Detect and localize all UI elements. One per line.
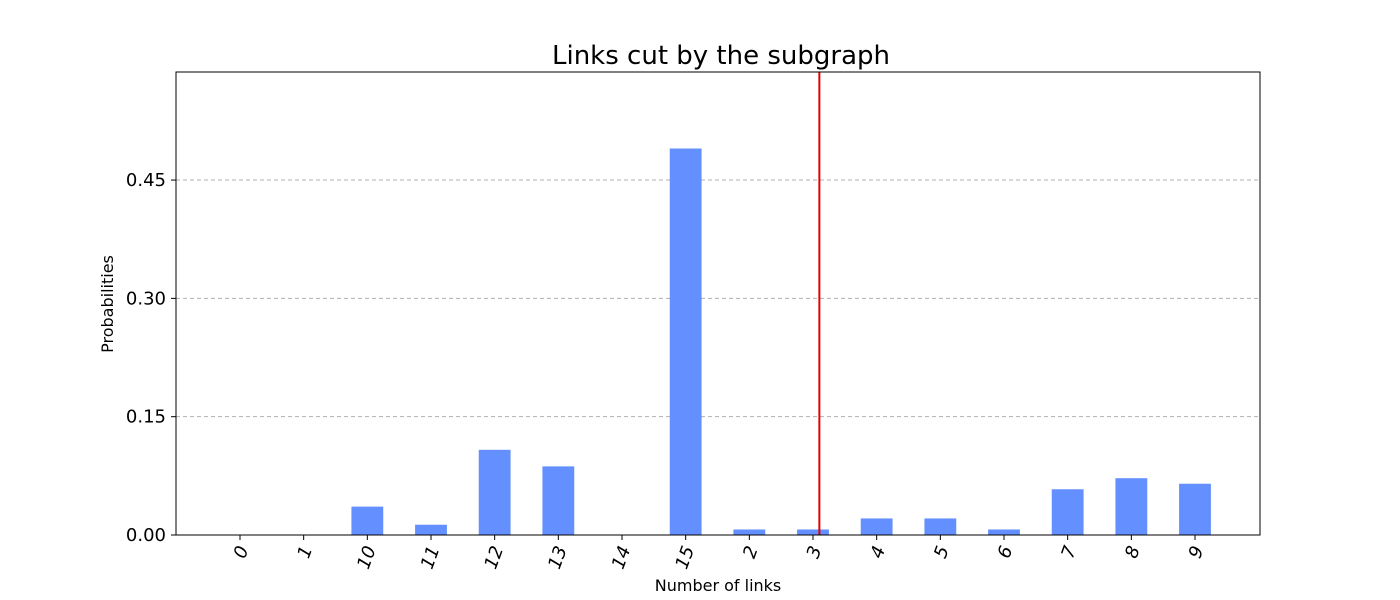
x-tick-label: 7 [1057, 543, 1081, 561]
plot-frame [175, 71, 1261, 536]
bar-10 [351, 506, 384, 535]
x-tick-label: 13 [544, 543, 572, 572]
y-axis-ticks: 0.00 0.15 0.30 0.45 [126, 170, 176, 546]
y-tick-label: 0.30 [126, 288, 166, 309]
bar-15 [669, 148, 702, 535]
x-tick-label: 3 [803, 543, 827, 561]
bar-8 [1115, 478, 1148, 535]
bar-2 [733, 529, 766, 535]
x-tick-label: 8 [1121, 543, 1145, 561]
x-tick-label: 1 [293, 543, 317, 561]
y-tick-label: 0.45 [126, 170, 166, 191]
x-tick-label: 0 [230, 543, 254, 561]
x-tick-label: 6 [994, 543, 1018, 561]
bar-5 [924, 518, 957, 535]
x-tick-label: 9 [1185, 543, 1209, 561]
y-axis-label: Probabilities [98, 255, 117, 353]
x-tick-label: 11 [417, 543, 445, 572]
x-tick-label: 14 [608, 543, 636, 572]
x-tick-label: 5 [930, 543, 954, 561]
bar-6 [988, 529, 1020, 535]
x-tick-label: 12 [480, 543, 508, 572]
bar-12 [478, 449, 511, 535]
bar-3 [797, 529, 829, 535]
x-axis-label: Number of links [655, 576, 782, 595]
bar-11 [415, 524, 447, 535]
y-tick-label: 0.00 [126, 525, 166, 546]
x-tick-label: 15 [671, 543, 699, 572]
grid-lines [176, 179, 1260, 418]
x-tick-label: 4 [866, 543, 890, 561]
bar-7 [1051, 489, 1084, 535]
y-tick-label: 0.15 [126, 407, 166, 428]
bar-9 [1179, 483, 1211, 535]
bar-13 [542, 466, 575, 535]
x-axis-ticks: 0 1 10 11 12 13 14 15 2 3 4 5 6 7 8 9 [230, 535, 1209, 572]
x-tick-label: 10 [353, 543, 381, 572]
x-tick-label: 2 [739, 543, 763, 561]
bar-4 [860, 518, 893, 535]
bars [351, 148, 1211, 535]
chart-title: Links cut by the subgraph [552, 41, 890, 71]
